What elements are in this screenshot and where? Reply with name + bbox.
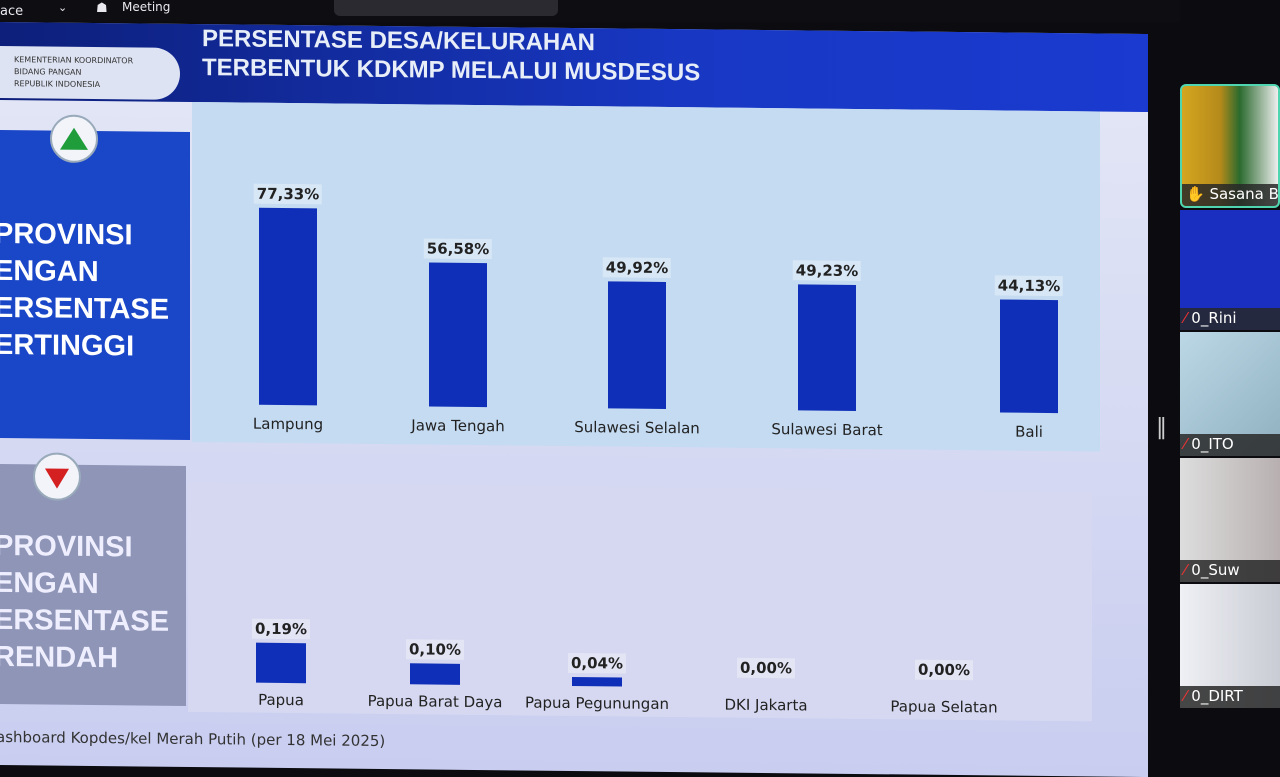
participant-name: Sasana B bbox=[1209, 185, 1279, 203]
lowest-percentage-chart: 0,19% Papua 0,10% Papua Barat Daya 0,04% Papu… bbox=[188, 481, 1092, 722]
data-label: 0,10% bbox=[405, 639, 465, 660]
top-provinces-panel: PROVINSI ENGAN ERSENTASE ERTINGGI bbox=[0, 114, 190, 440]
participant-name: 0_DIRT bbox=[1191, 687, 1243, 705]
bar-lampung bbox=[259, 207, 317, 406]
ministry-logo-pill: KEMENTERIAN KOORDINATOR BIDANG PANGAN RE… bbox=[0, 45, 180, 100]
data-label: 0,19% bbox=[251, 618, 311, 640]
meeting-toolbar: ace ⌄ ☗ Meeting bbox=[0, 0, 1180, 22]
meeting-icon: ☗ bbox=[96, 1, 108, 16]
panel-text: PROVINSI ENGAN ERSENTASE ERTINGGI bbox=[0, 217, 170, 363]
participant-tile[interactable]: ⁄ 0_ITO bbox=[1180, 332, 1280, 456]
data-label: 49,92% bbox=[602, 257, 672, 279]
bar-jawa-tengah bbox=[429, 262, 487, 408]
data-label: 0,04% bbox=[567, 652, 627, 674]
data-label: 44,13% bbox=[994, 275, 1064, 297]
triangle-down-icon bbox=[33, 452, 81, 501]
chevron-down-icon[interactable]: ⌄ bbox=[58, 1, 68, 14]
muted-icon: ⁄ bbox=[1184, 687, 1192, 705]
participant-name: 0_Rini bbox=[1191, 309, 1237, 327]
category-label: Sulawesi Selalan bbox=[574, 418, 700, 438]
participant-tile[interactable]: ⁄ 0_Rini bbox=[1180, 210, 1280, 330]
data-label: 0,00% bbox=[736, 657, 796, 679]
bar-papua-pegunungan bbox=[572, 676, 622, 687]
org-line: REPUBLIK INDONESIA bbox=[14, 79, 101, 90]
muted-icon: ⁄ bbox=[1184, 309, 1192, 327]
data-label: 56,58% bbox=[423, 238, 493, 260]
mic-icon: ✋ bbox=[1186, 185, 1210, 203]
category-label: Jawa Tengah bbox=[411, 416, 505, 436]
source-footer: ashboard Kopdes/kel Merah Putih (per 18 … bbox=[0, 727, 386, 751]
muted-icon: ⁄ bbox=[1184, 435, 1192, 453]
category-label: Bali bbox=[1015, 422, 1043, 441]
muted-icon: ⁄ bbox=[1184, 561, 1192, 579]
participant-tile[interactable]: ⁄ 0_Suw bbox=[1180, 458, 1280, 582]
bar-sulawesi-barat bbox=[798, 284, 856, 411]
toolbar-control[interactable] bbox=[334, 0, 558, 16]
category-label: Papua bbox=[258, 690, 304, 710]
category-label: Papua Selatan bbox=[890, 697, 998, 717]
participant-tile[interactable]: ✋ Sasana B bbox=[1180, 84, 1280, 208]
category-label: Lampung bbox=[252, 414, 324, 434]
bar-sulawesi-selalan bbox=[608, 281, 666, 409]
bottom-provinces-panel: PROVINSI ENGAN ERSENTASE RENDAH bbox=[0, 452, 186, 706]
highest-percentage-chart: 77,33% Lampung 56,58% Jawa Tengah 49,92% Sula… bbox=[192, 102, 1100, 452]
workspace-label[interactable]: ace bbox=[0, 4, 24, 19]
participant-name: 0_ITO bbox=[1191, 435, 1234, 453]
data-label: 77,33% bbox=[253, 183, 323, 205]
data-label: 0,00% bbox=[914, 659, 974, 681]
meeting-label[interactable]: Meeting bbox=[122, 0, 171, 14]
presentation-slide: KEMENTERIAN KOORDINATOR BIDANG PANGAN RE… bbox=[0, 22, 1148, 777]
participant-name: 0_Suw bbox=[1191, 561, 1240, 579]
bar-bali bbox=[1000, 299, 1058, 414]
category-label: DKI Jakarta bbox=[724, 695, 808, 715]
panel-text: PROVINSI ENGAN ERSENTASE RENDAH bbox=[0, 529, 170, 675]
category-label: Papua Pegunungan bbox=[524, 693, 670, 714]
participant-gallery: ✋ Sasana B ⁄ 0_Rini ⁄ 0_ITO ⁄ 0_Suw ⁄ 0_… bbox=[1176, 84, 1280, 712]
slide-header: KEMENTERIAN KOORDINATOR BIDANG PANGAN RE… bbox=[0, 22, 1148, 113]
category-label: Papua Barat Daya bbox=[367, 691, 503, 712]
data-label: 49,23% bbox=[792, 260, 862, 282]
slide-title: PERSENTASE DESA/KELURAHAN TERBENTUK KDKM… bbox=[202, 24, 700, 87]
bar-papua bbox=[256, 642, 306, 684]
triangle-up-icon bbox=[50, 114, 98, 164]
bar-papua-barat-daya bbox=[410, 663, 460, 685]
participant-tile[interactable]: ⁄ 0_DIRT bbox=[1180, 584, 1280, 708]
panel-resize-handle[interactable]: ‖ bbox=[1156, 415, 1167, 440]
title-line: TERBENTUK KDKMP MELALUI MUSDESUS bbox=[202, 54, 701, 87]
category-label: Sulawesi Barat bbox=[771, 420, 883, 440]
